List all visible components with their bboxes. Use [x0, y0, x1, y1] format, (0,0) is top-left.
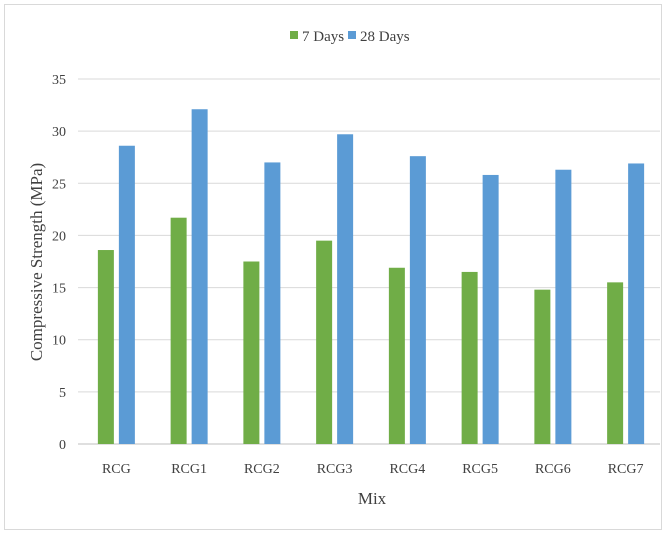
x-tick-label: RCG1: [171, 462, 207, 477]
bar-7-days-rcg6: [534, 289, 551, 444]
x-tick-label: RCG7: [608, 462, 644, 477]
bar-28-days-rcg4: [409, 156, 426, 444]
bar-28-days-rcg: [118, 145, 135, 444]
bar-28-days-rcg6: [555, 169, 572, 444]
bar-7-days-rcg7: [607, 282, 624, 444]
y-tick-labels: 0 5 10 15 20 25 30 35: [52, 73, 66, 453]
x-tick-label: RCG: [102, 462, 131, 477]
bar-28-days-rcg2: [264, 162, 281, 444]
bar-7-days-rcg2: [243, 261, 260, 444]
y-tick-label: 0: [59, 438, 66, 453]
y-tick-label: 25: [52, 177, 66, 192]
x-axis-title: Mix: [358, 489, 387, 508]
legend-swatch-28-days: [348, 31, 356, 39]
bar-28-days-rcg5: [482, 174, 499, 444]
x-tick-label: RCG3: [317, 462, 353, 477]
y-tick-label: 10: [52, 334, 66, 349]
y-tick-label: 15: [52, 282, 66, 297]
legend-swatch-7-days: [290, 31, 298, 39]
legend-label-7-days: 7 Days: [302, 29, 344, 45]
bar-28-days-rcg1: [191, 109, 208, 444]
y-tick-label: 30: [52, 125, 66, 140]
x-tick-label: RCG4: [389, 462, 425, 477]
x-tick-labels: RCG RCG1 RCG2 RCG3 RCG4 RCG5 RCG6 RCG7: [102, 462, 644, 477]
legend: 7 Days 28 Days: [290, 29, 410, 45]
bar-7-days-rcg4: [388, 267, 405, 444]
legend-label-28-days: 28 Days: [360, 29, 410, 45]
y-tick-label: 5: [59, 386, 66, 401]
bar-7-days-rcg: [97, 250, 114, 444]
bar-7-days-rcg1: [170, 217, 187, 444]
bar-7-days-rcg3: [316, 240, 333, 444]
y-axis-title: Compressive Strength (MPa): [27, 163, 46, 361]
bar-28-days-rcg3: [337, 134, 354, 444]
bar-7-days-rcg5: [461, 271, 478, 444]
gridlines: [78, 78, 660, 445]
bars: [97, 109, 645, 444]
x-tick-label: RCG5: [462, 462, 498, 477]
y-tick-label: 20: [52, 229, 66, 244]
y-tick-label: 35: [52, 73, 66, 88]
x-tick-label: RCG2: [244, 462, 280, 477]
bar-28-days-rcg7: [628, 163, 645, 444]
x-tick-label: RCG6: [535, 462, 571, 477]
